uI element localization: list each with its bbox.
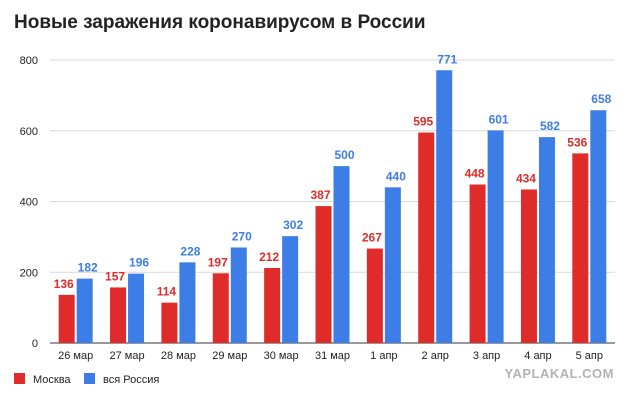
data-label-russia: 302 — [283, 218, 303, 232]
x-tick-label: 3 апр — [473, 350, 500, 362]
bar-russia — [487, 130, 504, 343]
data-label-russia: 228 — [180, 244, 200, 258]
bar-russia — [538, 137, 555, 343]
bar-moscow — [315, 206, 332, 343]
data-label-moscow: 136 — [54, 277, 74, 291]
bar-russia — [333, 166, 350, 343]
bar-russia — [179, 262, 196, 343]
y-tick-label: 400 — [20, 197, 38, 209]
data-label-russia: 582 — [540, 119, 560, 133]
y-tick-label: 800 — [20, 55, 38, 67]
data-label-moscow: 536 — [567, 135, 587, 149]
data-label-moscow: 114 — [157, 285, 177, 299]
x-tick-label: 27 мар — [109, 350, 144, 362]
data-label-russia: 196 — [129, 256, 149, 270]
bar-moscow — [572, 153, 589, 343]
chart-title: Новые заражения коронавирусом в России — [14, 12, 426, 33]
bar-moscow — [520, 189, 537, 343]
data-label-moscow: 267 — [362, 231, 382, 245]
bar-russia — [436, 70, 453, 343]
bar-russia — [384, 187, 401, 343]
bar-russia — [282, 236, 299, 343]
data-label-russia: 658 — [591, 92, 611, 106]
legend-swatch-russia — [84, 373, 95, 384]
bar-russia — [128, 273, 145, 343]
data-label-russia: 270 — [232, 229, 252, 243]
data-label-russia: 440 — [386, 169, 406, 183]
bar-moscow — [418, 132, 435, 343]
data-label-moscow: 212 — [259, 250, 279, 264]
y-axis-tick-labels: 0 200 400 600 800 — [20, 55, 38, 350]
bar-moscow — [366, 248, 383, 343]
data-label-russia: 182 — [78, 261, 98, 275]
bar-russia — [230, 247, 247, 343]
x-tick-label: 5 апр — [576, 350, 603, 362]
gridlines — [50, 59, 615, 344]
legend-swatch-moscow — [14, 373, 25, 384]
bar-russia — [590, 110, 607, 343]
x-tick-label: 26 мар — [58, 350, 93, 362]
x-tick-label: 4 апр — [524, 350, 551, 362]
data-label-moscow: 595 — [413, 115, 433, 129]
bar-moscow — [110, 287, 127, 343]
data-label-russia: 601 — [489, 112, 509, 126]
bars — [58, 70, 607, 343]
x-tick-label: 30 мар — [264, 350, 299, 362]
y-tick-label: 0 — [32, 338, 38, 350]
data-labels: 136 182 157 196 114 228 197 270 212 302 387 500 267 4… — [54, 52, 612, 298]
watermark: YAPLAKAL.COM — [504, 366, 614, 381]
y-tick-label: 600 — [20, 126, 38, 138]
data-label-russia: 771 — [437, 52, 457, 66]
bar-moscow — [161, 302, 178, 343]
data-label-moscow: 387 — [310, 188, 330, 202]
legend-item-moscow: Москва — [14, 373, 71, 386]
x-tick-label: 29 мар — [212, 350, 247, 362]
legend-label-moscow: Москва — [33, 374, 71, 386]
x-tick-label: 2 апр — [422, 350, 449, 362]
data-label-moscow: 197 — [208, 255, 228, 269]
x-tick-label: 31 мар — [315, 350, 350, 362]
legend-item-russia: вся Россия — [84, 373, 159, 386]
x-tick-label: 1 апр — [370, 350, 397, 362]
x-tick-label: 28 мар — [161, 350, 196, 362]
bar-russia — [76, 278, 93, 343]
data-label-russia: 500 — [334, 148, 354, 162]
bar-moscow — [469, 184, 486, 343]
bar-moscow — [58, 294, 75, 343]
data-label-moscow: 157 — [105, 269, 125, 283]
bar-moscow — [264, 268, 281, 343]
legend-label-russia: вся Россия — [103, 374, 160, 386]
y-tick-label: 200 — [20, 267, 38, 279]
data-label-moscow: 434 — [516, 171, 536, 185]
data-label-moscow: 448 — [465, 167, 485, 181]
bar-moscow — [212, 273, 229, 343]
x-axis-tick-labels: 26 мар 27 мар 28 мар 29 мар 30 мар 31 мар 1 ап… — [58, 350, 603, 362]
